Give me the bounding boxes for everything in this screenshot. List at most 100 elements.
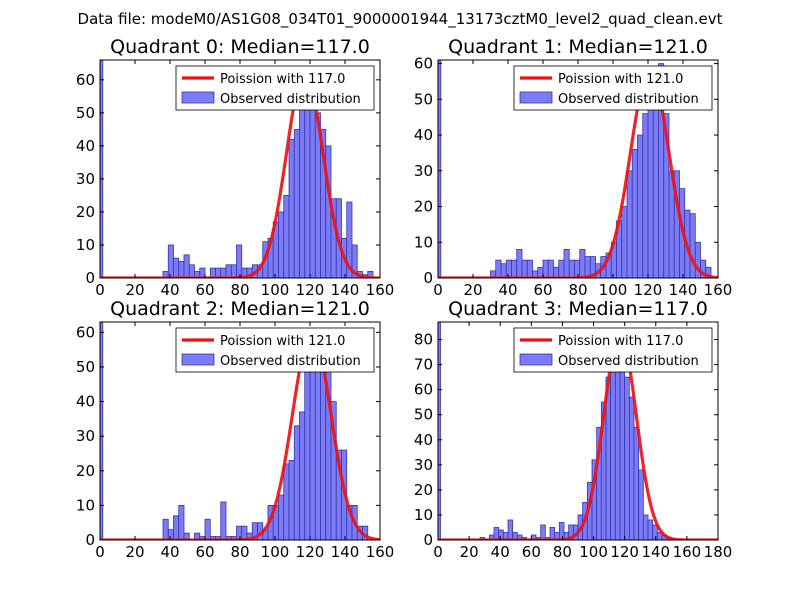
panel-title: Quadrant 2: Median=121.0 (110, 298, 370, 320)
x-tick-label: 160 (366, 281, 395, 299)
x-tick-label: 60 (195, 281, 214, 299)
histogram-bar (346, 201, 353, 278)
histogram-edge-bar (100, 322, 104, 540)
legend: Poission with 121.0 Observed distribution (513, 65, 713, 111)
y-tick-label: 50 (76, 358, 95, 376)
histogram-bar (500, 263, 507, 278)
legend-label-observed: Observed distribution (558, 354, 699, 369)
histogram-bar (188, 264, 195, 278)
histogram-bar (495, 259, 502, 278)
x-tick-label: 160 (704, 281, 733, 299)
legend-label-poisson: Poission with 117.0 (558, 334, 683, 349)
y-tick-label: 50 (414, 406, 433, 424)
histogram-bar (537, 266, 544, 278)
histogram-bar (293, 128, 300, 278)
x-tick-label: 20 (125, 543, 144, 561)
x-tick-label: 180 (704, 543, 733, 561)
y-tick-label: 60 (414, 55, 433, 73)
y-tick-label: 20 (414, 198, 433, 216)
histogram-bar (293, 425, 300, 540)
legend-label-poisson: Poission with 121.0 (220, 334, 345, 349)
histogram-bar (183, 254, 190, 278)
x-tick-label: 100 (261, 281, 290, 299)
y-tick-label: 60 (76, 323, 95, 341)
x-tick-label: 140 (331, 543, 360, 561)
panel-2: 0 20 40 60 80 100 120 140 160 0 10 20 30 40 50 60 Quadra… (76, 298, 394, 561)
x-tick-label: 40 (160, 543, 179, 561)
figure-title: Data file: modeM0/AS1G08_034T01_90000019… (78, 10, 723, 29)
panel-1: 0 20 40 60 80 100 120 140 160 0 10 20 30 40 50 60 Quadra… (414, 36, 732, 299)
histogram-bar (230, 264, 237, 278)
x-tick-label: 100 (579, 543, 608, 561)
histogram-bar (167, 244, 174, 278)
histogram-bar (367, 270, 374, 278)
legend-bar-handle (519, 353, 553, 366)
histogram-bar (521, 259, 528, 278)
x-tick-label: 120 (610, 543, 639, 561)
panel-0: 0 20 40 60 80 100 120 140 160 0 10 20 30 40 50 60 Quadra… (76, 36, 394, 299)
histogram-bar (299, 95, 306, 278)
histogram-bar (493, 527, 500, 540)
legend: Poission with 121.0 Observed distribution (175, 327, 375, 373)
y-tick-label: 40 (76, 137, 95, 155)
histogram-bar (162, 518, 169, 540)
x-tick-label: 40 (160, 281, 179, 299)
histogram-bar (173, 515, 180, 540)
histogram-bar (568, 259, 575, 278)
histogram-bar (631, 148, 638, 278)
y-tick-label: 0 (423, 531, 433, 549)
y-tick-label: 60 (76, 71, 95, 89)
histogram-bar (325, 145, 332, 278)
x-tick-label: 40 (491, 543, 510, 561)
x-tick-label: 100 (261, 543, 290, 561)
x-tick-label: 120 (296, 543, 325, 561)
histogram-bar (558, 522, 565, 540)
histogram-bar (236, 244, 243, 278)
histogram-bar (199, 267, 206, 278)
histogram-bar (584, 256, 591, 278)
y-tick-label: 0 (85, 269, 95, 287)
x-tick-label: 140 (669, 281, 698, 299)
panel-title: Quadrant 0: Median=117.0 (110, 36, 370, 58)
histogram-bar (283, 463, 290, 540)
plot-content (100, 322, 380, 540)
x-tick-label: 160 (366, 543, 395, 561)
x-tick-label: 80 (568, 281, 587, 299)
x-tick-label: 120 (296, 281, 325, 299)
histogram-bar (558, 259, 565, 278)
legend-bar-handle (181, 91, 215, 104)
x-tick-label: 20 (125, 281, 144, 299)
x-tick-label: 40 (498, 281, 517, 299)
histogram-bar (689, 213, 696, 278)
histogram-bar (299, 411, 306, 540)
legend: Poission with 117.0 Observed distribution (175, 65, 375, 111)
y-tick-label: 30 (76, 170, 95, 188)
y-tick-label: 30 (76, 427, 95, 445)
x-tick-label: 20 (460, 543, 479, 561)
histogram-bar (549, 527, 556, 540)
histogram-bar (553, 266, 560, 278)
y-tick-label: 20 (76, 203, 95, 221)
y-tick-label: 60 (414, 381, 433, 399)
histogram-bar (507, 519, 514, 540)
y-tick-label: 0 (85, 531, 95, 549)
histogram-bar (638, 469, 644, 540)
y-tick-label: 40 (414, 431, 433, 449)
histogram-edge-bar (438, 322, 441, 540)
histogram-bar (278, 494, 285, 540)
y-tick-label: 10 (414, 506, 433, 524)
histogram-bar (652, 524, 658, 540)
x-tick-label: 140 (331, 281, 360, 299)
y-tick-label: 30 (414, 456, 433, 474)
histogram-bar (526, 259, 533, 278)
histogram-bar (278, 211, 285, 278)
histogram-bar (220, 501, 227, 540)
histogram-bar (547, 259, 554, 278)
histogram-bar (637, 134, 644, 278)
histogram-bar (542, 259, 549, 278)
histogram-bar (621, 206, 628, 278)
x-tick-label: 20 (463, 281, 482, 299)
histogram-bar (225, 264, 232, 278)
histogram-bar (574, 259, 581, 278)
